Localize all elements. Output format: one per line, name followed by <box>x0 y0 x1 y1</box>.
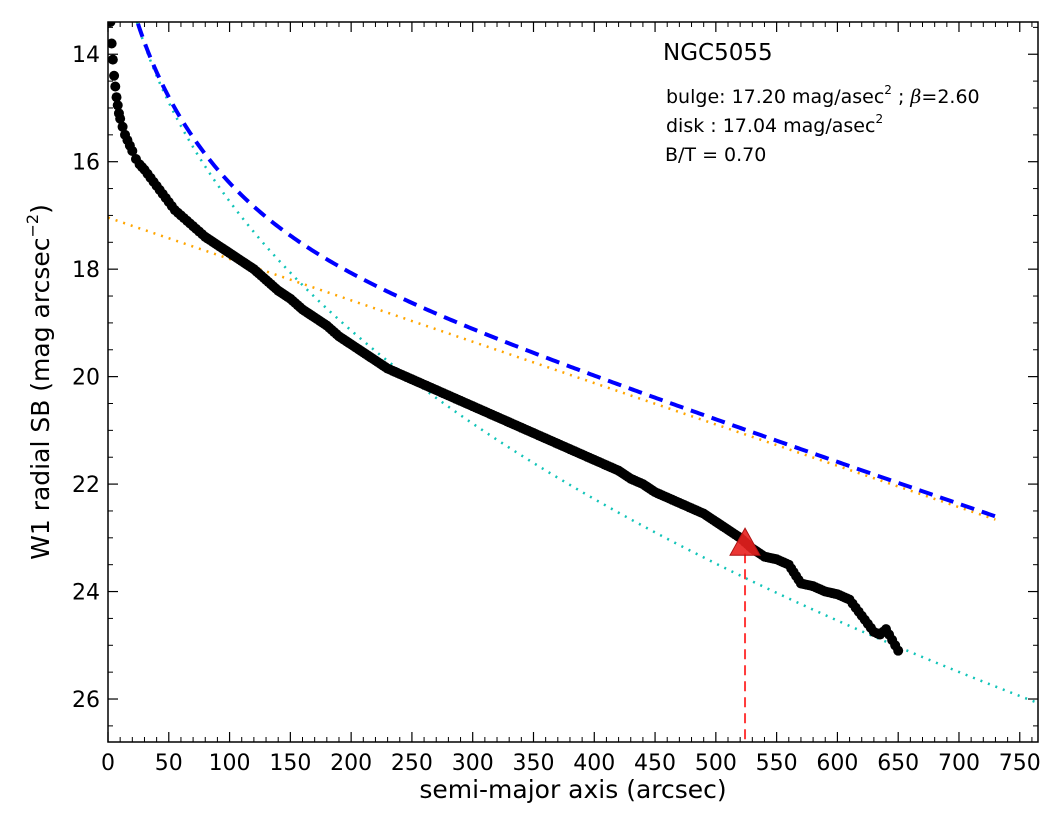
y-axis-label-main: W1 radial SB (mag arcsec <box>26 238 55 560</box>
data-point <box>108 22 116 27</box>
x-tick-label: 200 <box>330 751 372 776</box>
bulge-annotation: bulge: 17.20 mag/asec2 ; β=2.60 <box>666 83 980 108</box>
x-tick-label: 450 <box>634 751 676 776</box>
x-tick-label: 600 <box>816 751 858 776</box>
bulge-sep: ; <box>892 86 910 108</box>
y-tick-label: 20 <box>72 366 100 391</box>
data-point <box>893 645 904 656</box>
disk-annotation: disk : 17.04 mag/asec2 <box>666 112 883 137</box>
y-tick-label: 18 <box>72 258 100 283</box>
y-axis-label: W1 radial SB (mag arcsec−2) <box>23 204 55 560</box>
plot-frame <box>107 21 1039 743</box>
x-tick-label: 250 <box>391 751 433 776</box>
y-tick-label: 14 <box>72 43 100 68</box>
chart-title: NGC5055 <box>663 40 773 66</box>
x-tick-label: 50 <box>155 751 183 776</box>
marker-triangle <box>729 527 761 556</box>
x-tick-label: 150 <box>269 751 311 776</box>
y-axis-label-exp: −2 <box>23 214 42 238</box>
x-tick-label: 0 <box>101 751 115 776</box>
data-point <box>117 121 128 132</box>
x-tick-label: 400 <box>573 751 615 776</box>
beta-value: =2.60 <box>921 86 979 108</box>
ticks-layer: 0 50 100 150 200 250 300 350 400 450 500 550 600 650 7… <box>72 22 1041 776</box>
disk-text: disk : 17.04 mag/asec <box>666 115 875 137</box>
bt-annotation: B/T = 0.70 <box>665 144 766 166</box>
total-fit-curve <box>135 22 997 519</box>
data-point <box>109 70 120 81</box>
marker-layer <box>729 527 761 742</box>
x-tick-label: 100 <box>209 751 251 776</box>
points-layer <box>108 22 904 656</box>
bulge-exp: 2 <box>884 83 892 97</box>
y-tick-label: 16 <box>72 151 100 176</box>
x-tick-label: 750 <box>999 751 1041 776</box>
x-tick-label: 350 <box>512 751 554 776</box>
data-point <box>111 92 122 103</box>
x-axis-label: semi-major axis (arcsec) <box>419 775 726 804</box>
bulge-text: bulge: 17.20 mag/asec <box>666 86 884 108</box>
y-tick-label: 26 <box>72 688 100 713</box>
data-point <box>108 54 118 65</box>
x-tick-label: 650 <box>877 751 919 776</box>
data-point <box>127 145 138 156</box>
y-tick-label: 24 <box>72 581 100 606</box>
x-tick-label: 550 <box>756 751 798 776</box>
beta-symbol: β <box>909 86 921 108</box>
x-tick-label: 300 <box>452 751 494 776</box>
y-axis-label-close: ) <box>26 204 55 214</box>
x-tick-label: 700 <box>938 751 980 776</box>
x-tick-label: 500 <box>695 751 737 776</box>
data-point <box>115 113 126 124</box>
y-tick-label: 22 <box>72 473 100 498</box>
disk-exp: 2 <box>875 112 883 126</box>
data-point <box>110 81 121 92</box>
data-point <box>108 38 117 49</box>
total-fit-overlay <box>135 22 997 519</box>
data-point <box>112 100 123 111</box>
